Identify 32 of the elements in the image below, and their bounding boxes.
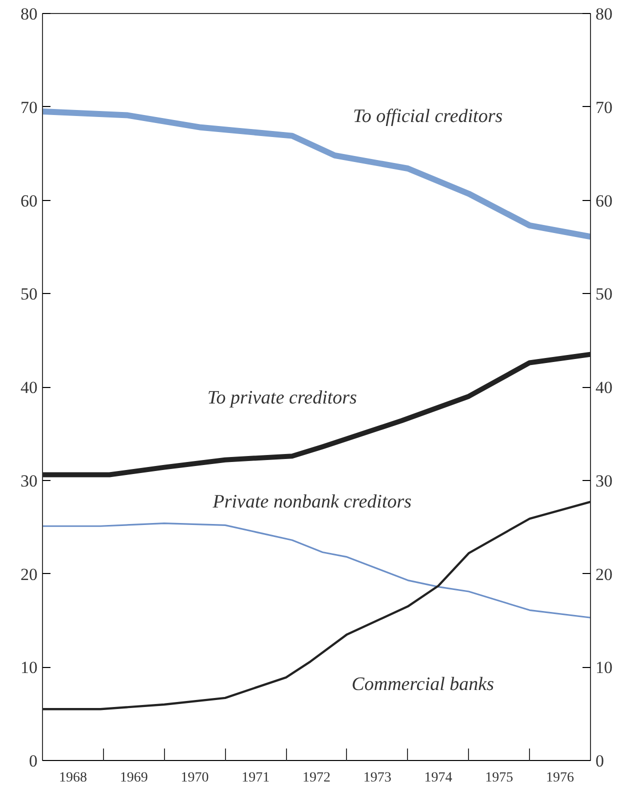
y-tick-label: 50 [20, 284, 38, 304]
y2-tick-label: 60 [596, 191, 612, 210]
y-tick-label: 30 [20, 471, 38, 490]
y2-tick-label: 20 [596, 564, 612, 584]
y2-tick-label: 80 [596, 4, 612, 24]
series-label: Private nonbank creditors [212, 492, 412, 513]
y-tick-label: 60 [20, 191, 38, 210]
x-tick-label: 1971 [242, 770, 270, 786]
x-tick-label: 1969 [120, 770, 148, 786]
y-tick-label: 70 [20, 98, 38, 117]
line-series [42, 522, 590, 618]
y2-tick-label: 30 [596, 471, 612, 490]
y-tick-label: 40 [20, 378, 38, 397]
y-tick-label: 10 [20, 658, 38, 678]
y2-tick-label: 40 [596, 378, 612, 397]
x-tick-label: 1970 [180, 770, 209, 786]
y-tick-label: 0 [29, 752, 38, 770]
series-label: To official creditors [353, 106, 503, 128]
series-label: To private creditors [207, 388, 357, 409]
x-tick-label: 1975 [485, 770, 514, 786]
y2-tick-label: 10 [596, 658, 612, 678]
series-label: Commercial banks [352, 674, 494, 695]
x-tick-label: 1973 [363, 770, 392, 786]
x-tick-label: 1972 [302, 770, 330, 786]
y2-tick-label: 70 [596, 98, 612, 117]
x-tick-label: 1976 [546, 770, 574, 786]
y-tick-label: 80 [20, 4, 38, 24]
y2-tick-label: 50 [596, 284, 612, 304]
y-tick-label: 20 [20, 564, 38, 584]
x-tick-label: 1974 [424, 770, 452, 786]
x-tick-label: 1968 [58, 770, 87, 786]
y2-tick-label: 0 [596, 752, 604, 770]
